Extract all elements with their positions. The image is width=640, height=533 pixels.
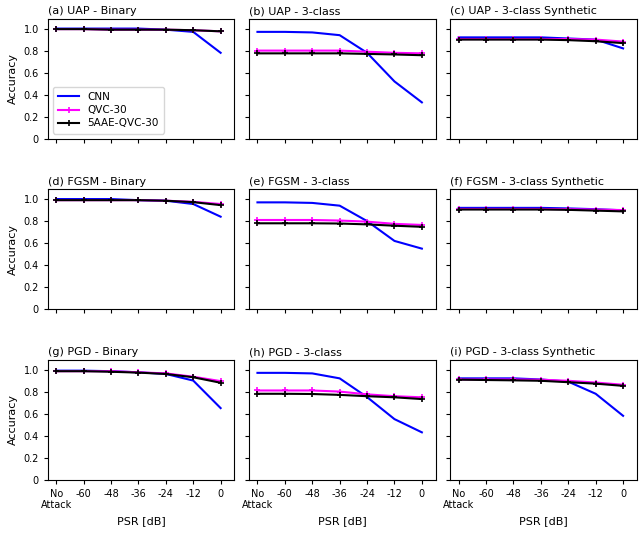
Text: (d) FGSM - Binary: (d) FGSM - Binary bbox=[48, 177, 146, 187]
Y-axis label: Accuracy: Accuracy bbox=[8, 224, 18, 274]
Legend: CNN, QVC-30, 5AAE-QVC-30: CNN, QVC-30, 5AAE-QVC-30 bbox=[53, 87, 164, 133]
Text: (h) PGD - 3-class: (h) PGD - 3-class bbox=[249, 348, 342, 358]
Text: (a) UAP - Binary: (a) UAP - Binary bbox=[48, 6, 136, 17]
X-axis label: PSR [dB]: PSR [dB] bbox=[519, 516, 568, 526]
Text: (e) FGSM - 3-class: (e) FGSM - 3-class bbox=[249, 177, 349, 187]
Text: (i) PGD - 3-class Synthetic: (i) PGD - 3-class Synthetic bbox=[451, 348, 596, 358]
Y-axis label: Accuracy: Accuracy bbox=[8, 53, 18, 104]
Text: (b) UAP - 3-class: (b) UAP - 3-class bbox=[249, 6, 340, 17]
Text: (g) PGD - Binary: (g) PGD - Binary bbox=[48, 348, 138, 358]
X-axis label: PSR [dB]: PSR [dB] bbox=[116, 516, 166, 526]
X-axis label: PSR [dB]: PSR [dB] bbox=[318, 516, 367, 526]
Text: (c) UAP - 3-class Synthetic: (c) UAP - 3-class Synthetic bbox=[451, 6, 597, 17]
Y-axis label: Accuracy: Accuracy bbox=[8, 394, 18, 445]
Text: (f) FGSM - 3-class Synthetic: (f) FGSM - 3-class Synthetic bbox=[451, 177, 604, 187]
